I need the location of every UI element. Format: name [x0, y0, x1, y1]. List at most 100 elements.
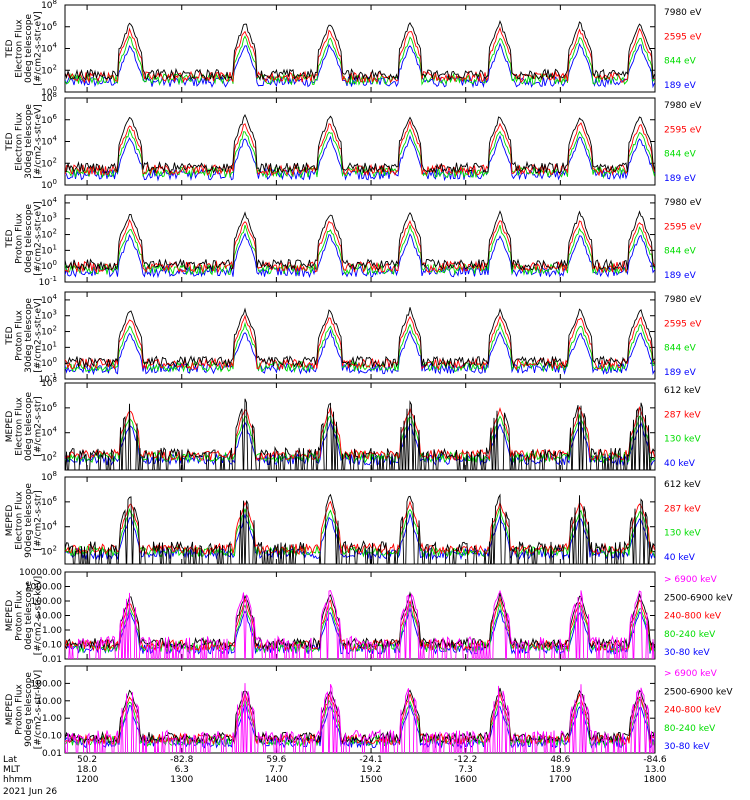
time-axis-row-label: hhmm	[3, 775, 32, 785]
legend-entry: 189 eV	[664, 271, 697, 281]
legend-entry: 40 keV	[664, 553, 696, 563]
legend-entry: 189 eV	[664, 174, 697, 184]
y-tick-label: 104	[41, 42, 57, 55]
y-tick-label: 10.00	[36, 697, 62, 707]
legend-entry: 2595 eV	[664, 32, 702, 42]
legend-entry: 7980 eV	[664, 198, 702, 208]
y-tick-label: 106	[41, 20, 57, 33]
y-tick-label: 0.01	[42, 655, 62, 665]
flux-trace	[65, 113, 655, 174]
y-tick-label: 104	[41, 135, 57, 148]
hhmm-tick-label: 1400	[265, 775, 288, 785]
y-axis-label: TEDElectron Flux30deg telescope[#/cm2-s-…	[5, 104, 44, 179]
flux-trace	[65, 398, 655, 470]
lat-tick-label: 50.2	[77, 755, 97, 765]
y-tick-label: 0.10	[42, 732, 62, 742]
lat-tick-label: 59.6	[266, 755, 286, 765]
legend-entry: 130 keV	[664, 529, 701, 539]
y-axis-label: TEDElectron Flux0deg telescope[#/cm2-s-s…	[5, 11, 44, 86]
hhmm-tick-label: 1500	[360, 775, 383, 785]
flux-trace	[68, 589, 655, 659]
time-axis-row-label: MLT	[3, 765, 21, 775]
mlt-tick-label: 7.7	[269, 765, 283, 775]
y-tick-label: 0.01	[42, 749, 62, 759]
flux-trace	[65, 500, 655, 556]
legend-entry: 189 eV	[664, 368, 697, 378]
mlt-tick-label: 18.9	[550, 765, 570, 775]
y-tick-label: 108	[41, 470, 57, 483]
legend-entry: 80-240 keV	[664, 630, 716, 640]
legend-entry: 130 keV	[664, 435, 701, 445]
legend-entry: 40 keV	[664, 459, 696, 469]
flux-trace	[65, 683, 655, 753]
panel-7: 0.01 0.10 1.00 10.00 100.00 1000.00 10000.00ME…	[5, 568, 733, 665]
legend-entry: 30-80 keV	[664, 742, 710, 752]
flux-trace	[65, 314, 655, 371]
y-tick-label: 1.00	[42, 714, 62, 724]
time-axis: LatMLThhmm50.218.01200-82.86.3130059.67.…	[3, 755, 667, 797]
y-tick-label: 104	[41, 196, 57, 209]
y-tick-label: 10.00	[36, 612, 62, 622]
flux-trace	[65, 591, 655, 651]
flux-trace	[65, 26, 655, 84]
legend-entry: 844 eV	[664, 57, 697, 67]
legend-entry: > 6900 keV	[664, 669, 718, 679]
mlt-tick-label: 7.3	[459, 765, 473, 775]
lat-tick-label: -24.1	[359, 755, 382, 765]
legend-entry: 2595 eV	[664, 222, 702, 232]
legend-entry: 80-240 keV	[664, 724, 716, 734]
mlt-tick-label: 19.2	[361, 765, 381, 775]
lat-tick-label: -84.6	[643, 755, 667, 765]
y-tick-label: 104	[41, 293, 57, 306]
hhmm-tick-label: 1600	[454, 775, 477, 785]
mlt-tick-label: 6.3	[175, 765, 189, 775]
lat-tick-label: -12.2	[454, 755, 477, 765]
hhmm-tick-label: 1700	[549, 775, 572, 785]
y-tick-label: 10-1	[39, 275, 57, 288]
date-label: 2021 Jun 26	[3, 787, 57, 797]
y-axis-label: TEDProton Flux30deg telescope[#/cm2-s-st…	[5, 298, 44, 373]
flux-trace	[65, 307, 655, 369]
y-tick-label: 106	[41, 401, 57, 414]
legend-entry: 287 keV	[664, 504, 701, 514]
y-axis-label: MEPEDProton Flux90deg telescope[#/cm2-s-…	[5, 670, 44, 749]
y-axis-label: MEPEDProton Flux0deg telescope[#/cm2-s-s…	[5, 576, 44, 655]
legend-entry: 612 keV	[664, 480, 701, 490]
legend-entry: 844 eV	[664, 150, 697, 160]
y-tick-label: 104	[41, 426, 57, 439]
legend-entry: 240-800 keV	[664, 706, 722, 716]
legend-entry: 2500-6900 keV	[664, 687, 733, 697]
legend-entry: 2595 eV	[664, 125, 702, 135]
mlt-tick-label: 13.0	[645, 765, 665, 775]
legend-entry: > 6900 keV	[664, 575, 718, 585]
mlt-tick-label: 18.0	[77, 765, 97, 775]
legend-entry: 30-80 keV	[664, 648, 710, 658]
legend-entry: 7980 eV	[664, 8, 702, 18]
legend-entry: 7980 eV	[664, 101, 702, 111]
flux-trace	[65, 210, 655, 272]
y-tick-label: 106	[41, 113, 57, 126]
y-tick-label: 100.00	[31, 597, 63, 607]
legend-entry: 2595 eV	[664, 319, 702, 329]
time-axis-row-label: Lat	[3, 755, 18, 765]
y-axis-label: TEDProton Flux0deg telescope[#/cm2-s-str…	[5, 201, 44, 276]
legend-entry: 240-800 keV	[664, 612, 722, 622]
legend-entry: 7980 eV	[664, 295, 702, 305]
legend-entry: 844 eV	[664, 344, 697, 354]
legend-entry: 2500-6900 keV	[664, 593, 733, 603]
flux-trace	[65, 128, 655, 179]
lat-tick-label: -82.8	[170, 755, 194, 765]
legend-entry: 612 keV	[664, 386, 701, 396]
hhmm-tick-label: 1200	[76, 775, 99, 785]
y-tick-label: 1000.00	[25, 583, 62, 593]
hhmm-tick-label: 1300	[170, 775, 193, 785]
flux-trace	[65, 35, 655, 86]
flux-trace	[65, 134, 655, 182]
